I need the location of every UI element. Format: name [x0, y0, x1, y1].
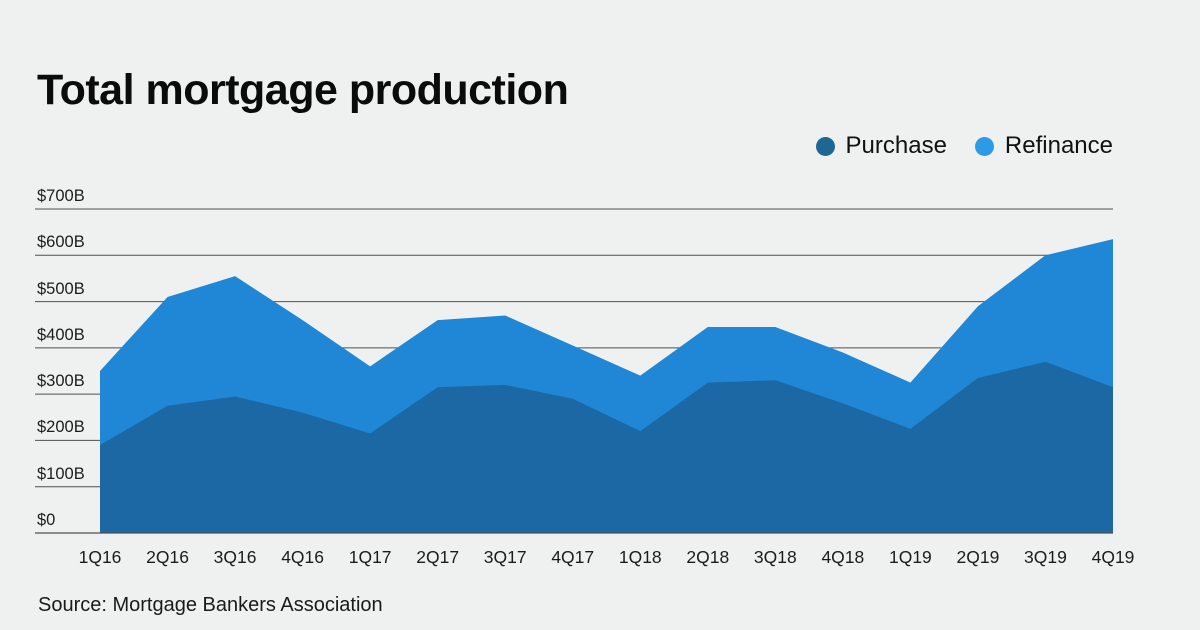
x-axis-tick-label: 2Q17 [416, 547, 460, 567]
chart-title: Total mortgage production [37, 66, 569, 114]
legend-item-purchase: Purchase [815, 132, 947, 160]
x-axis-tick-label: 2Q16 [146, 547, 189, 567]
x-axis-tick-label: 4Q17 [551, 547, 595, 567]
x-axis-tick-label: 2Q19 [956, 547, 1000, 567]
x-axis-tick-label: 1Q17 [348, 547, 392, 567]
purchase-dot-icon [815, 136, 835, 156]
legend: Purchase Refinance [815, 131, 1113, 161]
x-axis-tick-label: 1Q19 [888, 547, 932, 567]
x-axis-tick-label: 3Q17 [483, 547, 527, 567]
y-axis-tick-label: $600B [37, 233, 85, 252]
x-axis-tick-label: 4Q19 [1091, 547, 1135, 567]
legend-label-purchase: Purchase [845, 132, 947, 159]
y-axis-tick-label: $100B [37, 464, 85, 483]
source-note: Source: Mortgage Bankers Association [38, 594, 383, 616]
y-axis-tick-label: $300B [37, 372, 85, 391]
x-axis-tick-label: 1Q18 [618, 547, 662, 567]
x-axis-tick-label: 4Q16 [281, 547, 324, 567]
y-axis-tick-label: $0 [37, 511, 56, 529]
y-axis-tick-label: $400B [37, 325, 85, 344]
x-axis-tick-label: 3Q19 [1024, 547, 1067, 567]
refinance-dot-icon [974, 136, 994, 156]
legend-label-refinance: Refinance [1004, 132, 1113, 159]
purchase-area [100, 361, 1113, 533]
x-axis-tick-label: 3Q16 [213, 547, 257, 567]
y-axis-tick-label: $500B [37, 279, 85, 298]
x-axis-tick-label: 2Q18 [686, 547, 730, 567]
y-axis-tick-label: $200B [37, 418, 85, 437]
x-axis-tick-label: 3Q18 [753, 547, 797, 567]
x-axis-tick-label: 1Q16 [78, 547, 122, 567]
y-axis-tick-label: $700B [37, 187, 85, 205]
legend-item-refinance: Refinance [974, 132, 1113, 160]
x-axis-tick-label: 4Q18 [821, 547, 865, 567]
